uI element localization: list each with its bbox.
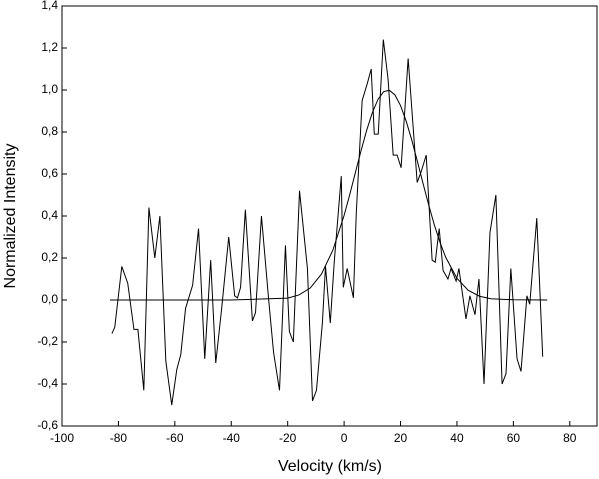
y-tick-label: 0,4 <box>41 208 58 222</box>
x-tick-label: 20 <box>394 431 408 445</box>
y-tick-label: 0,6 <box>41 166 58 180</box>
x-tick-label: -20 <box>279 431 297 445</box>
y-tick-label: -0,6 <box>37 418 58 432</box>
x-tick-label: -40 <box>223 431 241 445</box>
y-tick-label: 1,0 <box>41 82 58 96</box>
y-tick-label: 0,2 <box>41 250 58 264</box>
x-tick-label: -80 <box>110 431 128 445</box>
x-tick-label: 60 <box>507 431 521 445</box>
x-tick-label: -60 <box>166 431 184 445</box>
data-line <box>109 89 548 301</box>
x-tick-label: 80 <box>563 431 577 445</box>
y-tick-label: -0,4 <box>37 376 58 390</box>
y-tick-label: 0,8 <box>41 124 58 138</box>
plot-frame <box>61 5 598 427</box>
x-axis-title: Velocity (km/s) <box>278 458 382 475</box>
x-tick-label: 0 <box>341 431 348 445</box>
y-tick-label: -0,2 <box>37 334 58 348</box>
x-tick-label: 40 <box>450 431 464 445</box>
y-axis-title: Normalized Intensity <box>2 144 19 289</box>
y-tick-label: 1,4 <box>41 0 58 12</box>
y-tick-label: 1,2 <box>41 40 58 54</box>
x-tick-label: -100 <box>50 431 74 445</box>
data-line <box>111 39 544 406</box>
y-tick-label: 0,0 <box>41 292 58 306</box>
